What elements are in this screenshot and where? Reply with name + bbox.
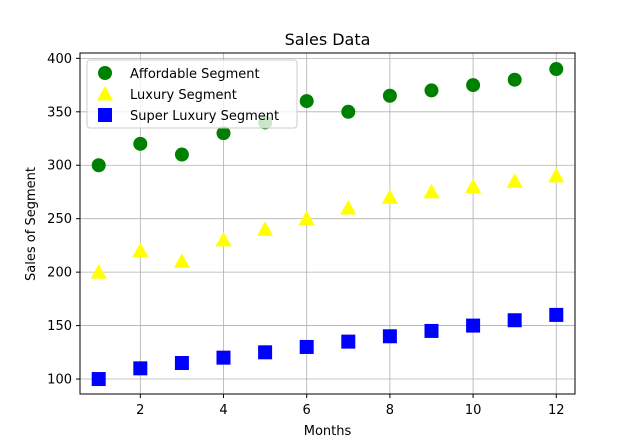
data-point — [465, 178, 482, 194]
plot-frame — [79, 52, 576, 395]
data-point — [216, 126, 231, 141]
data-point — [424, 323, 439, 338]
data-point — [91, 158, 106, 173]
y-tick-label: 300 — [47, 159, 72, 174]
data-point — [174, 356, 189, 370]
series-super-luxury-segment — [91, 307, 564, 387]
legend-label: Affordable Segment — [130, 67, 260, 82]
axes-layer: 2 4 6 8 10 12 100 150 200 250 300 350 400 — [47, 52, 576, 418]
data-point — [507, 313, 522, 328]
y-tick-label: 200 — [47, 266, 72, 281]
legend-entry: Luxury Segment — [96, 85, 237, 103]
data-point — [549, 307, 564, 322]
data-point — [174, 147, 189, 162]
data-point — [298, 210, 315, 226]
data-point — [173, 253, 190, 268]
legend-entry: Affordable Segment — [98, 66, 260, 82]
y-axis-label: Sales of Segment — [24, 167, 39, 281]
y-tick-label: 150 — [47, 319, 72, 334]
x-tick-label: 12 — [548, 403, 565, 418]
data-point — [299, 339, 314, 354]
data-point — [548, 167, 565, 183]
data-point — [257, 221, 274, 236]
x-tick-label: 8 — [386, 403, 394, 418]
y-tick-label: 250 — [47, 212, 72, 227]
y-tick-label: 400 — [47, 52, 72, 67]
series-affordable-segment — [91, 62, 564, 173]
data-point — [466, 318, 481, 333]
data-point — [466, 78, 481, 93]
points-layer — [90, 62, 565, 387]
data-point — [91, 372, 106, 387]
data-point — [506, 173, 523, 188]
data-point — [341, 334, 356, 349]
data-point — [133, 136, 148, 151]
data-point — [382, 88, 397, 103]
x-tick-label: 6 — [303, 403, 311, 418]
legend-label: Luxury Segment — [130, 88, 237, 103]
legend-marker — [98, 108, 112, 122]
data-point — [215, 232, 232, 247]
data-point — [299, 94, 314, 109]
legend-marker — [96, 85, 114, 101]
data-point — [133, 361, 148, 376]
x-tick-label: 2 — [136, 403, 144, 418]
data-point — [424, 83, 439, 98]
x-axis-label: Months — [304, 424, 352, 439]
data-point — [258, 345, 273, 360]
x-tick-label: 4 — [219, 403, 227, 418]
legend-marker — [98, 66, 112, 80]
data-point — [90, 264, 107, 279]
chart-title: Sales Data — [285, 30, 371, 49]
series-luxury-segment — [90, 167, 565, 279]
y-tick-label: 100 — [47, 373, 72, 388]
y-tick-label: 350 — [47, 105, 72, 120]
data-point — [132, 242, 149, 258]
legend-label: Super Luxury Segment — [130, 109, 279, 124]
data-point — [423, 183, 440, 199]
data-point — [381, 189, 398, 204]
x-tick-label: 10 — [465, 403, 482, 418]
data-point — [216, 350, 231, 365]
data-point — [382, 329, 397, 344]
data-point — [549, 62, 564, 77]
legend-box — [86, 59, 298, 129]
data-point — [341, 104, 356, 119]
data-point — [507, 72, 522, 87]
data-point — [340, 199, 357, 215]
legend-entry: Super Luxury Segment — [98, 108, 279, 124]
legend: Affordable Segment Luxury Segment Super Lu… — [86, 59, 298, 129]
